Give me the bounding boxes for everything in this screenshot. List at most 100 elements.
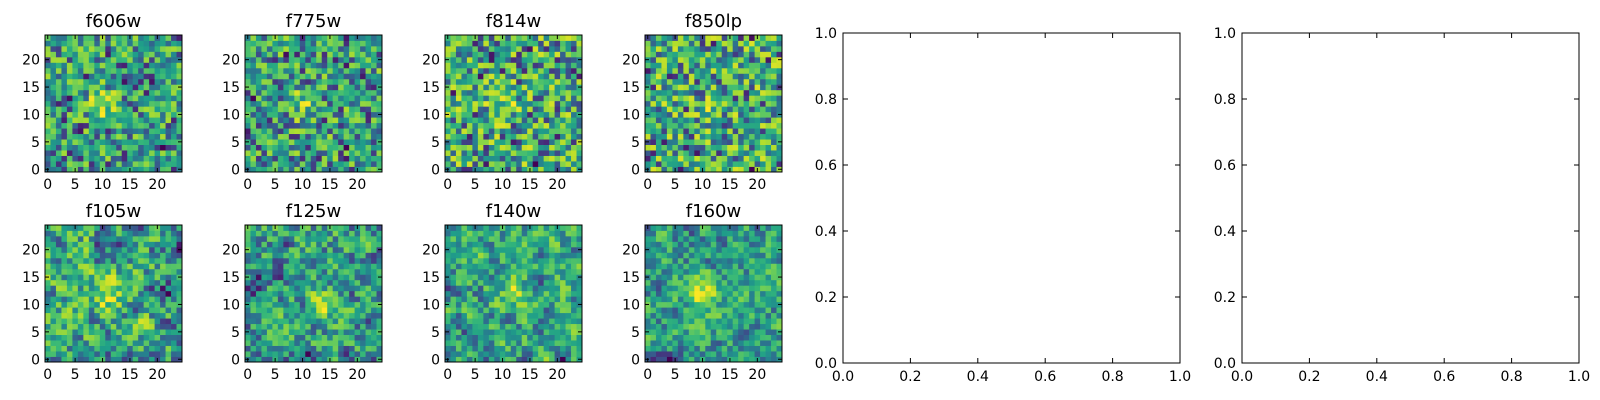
heatmap-cell	[754, 340, 761, 346]
heatmap-cell	[160, 117, 166, 124]
heatmap-cell	[472, 246, 479, 253]
heatmap-cell	[127, 95, 134, 102]
heatmap-cell	[510, 106, 517, 113]
heatmap-cell	[116, 117, 123, 124]
heatmap-cell	[171, 268, 177, 275]
heatmap-cell	[94, 241, 101, 248]
heatmap-cell	[99, 161, 106, 167]
heatmap-cell	[760, 100, 766, 107]
heatmap-cell	[655, 40, 662, 47]
heatmap-cell	[655, 144, 662, 151]
heatmap-cell	[538, 230, 545, 237]
heatmap-cell	[666, 312, 673, 319]
heatmap-cell	[332, 144, 339, 151]
heatmap-cell	[483, 133, 490, 140]
heatmap-cell	[332, 235, 339, 242]
heatmap-cell	[527, 150, 534, 156]
heatmap-cell	[294, 78, 301, 85]
heatmap-cell	[505, 241, 512, 248]
heatmap-cell	[721, 318, 728, 325]
heatmap-cell	[694, 78, 701, 85]
heatmap-cell	[288, 111, 295, 118]
heatmap-cell	[699, 285, 706, 292]
heatmap-cell	[77, 106, 84, 113]
heatmap-cell	[732, 100, 739, 107]
heatmap-cell	[466, 128, 473, 135]
heatmap-cell	[488, 241, 495, 248]
heatmap-cell	[50, 45, 57, 52]
heatmap-cell	[160, 122, 166, 129]
heatmap-cell	[160, 150, 166, 156]
heatmap-cell	[765, 334, 772, 341]
heatmap-cell	[171, 35, 177, 41]
heatmap-cell	[261, 268, 268, 275]
heatmap-cell	[66, 84, 73, 91]
heatmap-cell	[445, 45, 451, 52]
heatmap-cell	[349, 89, 355, 96]
heatmap-cell	[376, 89, 383, 96]
heatmap-cell	[176, 150, 183, 156]
heatmap-cell	[549, 84, 555, 91]
heatmap-cell	[332, 290, 339, 297]
heatmap-cell	[776, 312, 783, 319]
x-tick-label: 15	[321, 177, 339, 193]
heatmap-cell	[771, 155, 777, 162]
heatmap-cell	[349, 246, 355, 253]
heatmap-cell	[532, 290, 539, 297]
heatmap-cell	[365, 95, 372, 102]
heatmap-cell	[688, 329, 695, 335]
heatmap-cell	[655, 106, 662, 113]
heatmap-cell	[450, 334, 457, 341]
heatmap-cell	[483, 100, 490, 107]
heatmap-cell	[445, 307, 451, 314]
heatmap-cell	[776, 307, 783, 314]
heatmap-cell	[343, 230, 350, 237]
heatmap-cell	[255, 133, 262, 140]
heatmap-cell	[710, 51, 717, 58]
heatmap-cell	[132, 329, 139, 335]
heatmap-cell	[721, 340, 728, 346]
heatmap-cell	[510, 111, 517, 118]
heatmap-cell	[288, 268, 295, 275]
heatmap-cell	[771, 139, 777, 145]
heatmap-cell	[66, 252, 73, 259]
heatmap-cell	[510, 312, 517, 319]
heatmap-cell	[77, 312, 84, 319]
heatmap-cell	[266, 252, 273, 259]
heatmap-cell	[538, 51, 545, 58]
heatmap-cell	[754, 106, 761, 113]
heatmap-cell	[510, 73, 517, 80]
heatmap-cell	[255, 351, 262, 357]
heatmap-cell	[171, 128, 177, 135]
heatmap-cell	[99, 84, 106, 91]
heatmap-cell	[650, 51, 657, 58]
y-tick-label: 20	[22, 53, 40, 69]
heatmap-cell	[494, 290, 501, 297]
heatmap-cell	[316, 334, 323, 341]
heatmap-cell	[277, 257, 284, 264]
heatmap-cell	[321, 100, 328, 107]
heatmap-cell	[294, 150, 301, 156]
heatmap-cell	[661, 301, 668, 308]
heatmap-cell	[338, 35, 345, 41]
heatmap-cell	[245, 235, 251, 242]
heatmap-cell	[45, 100, 51, 107]
heatmap-cell	[261, 161, 268, 167]
heatmap-cell	[332, 279, 339, 286]
heatmap-cell	[672, 89, 679, 96]
heatmap-cell	[765, 296, 772, 303]
heatmap-cell	[310, 279, 317, 286]
heatmap-cell	[516, 274, 523, 281]
heatmap-cell	[683, 301, 690, 308]
heatmap-cell	[83, 225, 90, 231]
heatmap-cell	[88, 235, 95, 242]
heatmap-cell	[477, 225, 484, 231]
heatmap-cell	[255, 246, 262, 253]
heatmap-cell	[499, 133, 506, 140]
heatmap-cell	[45, 122, 51, 129]
heatmap-cell	[310, 166, 317, 173]
heatmap-cell	[349, 351, 355, 357]
heatmap-cell	[72, 111, 79, 118]
heatmap-cell	[694, 150, 701, 156]
heatmap-cell	[321, 166, 328, 173]
